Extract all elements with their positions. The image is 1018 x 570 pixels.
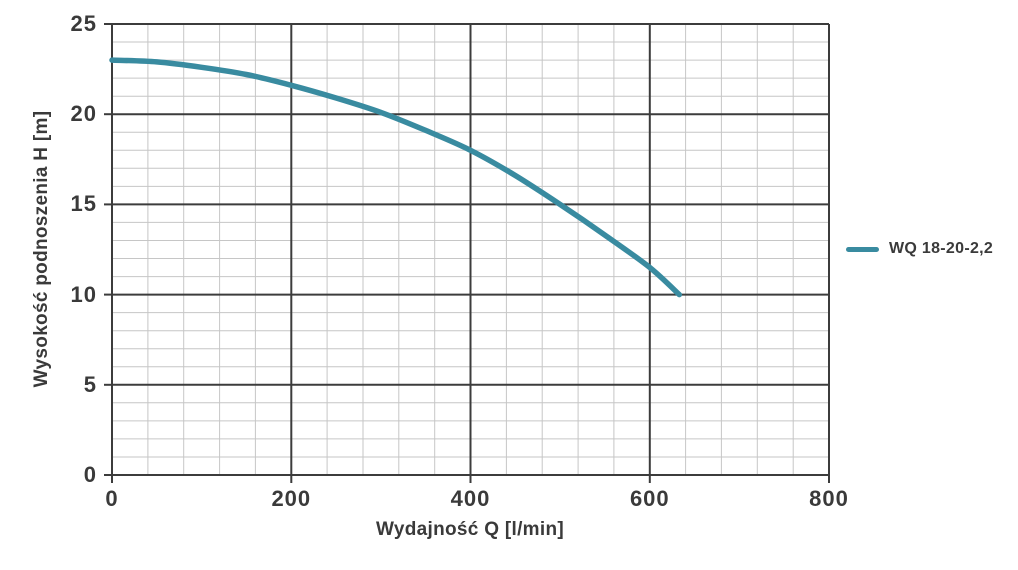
y-tick-label: 20 <box>70 101 97 127</box>
legend: WQ 18-20-2,2 <box>846 240 993 258</box>
y-tick-label: 25 <box>70 11 97 36</box>
x-axis-title: Wydajność Q [l/min] <box>376 519 564 540</box>
pump-curve <box>109 57 683 298</box>
y-axis-title: Wysokość podnoszenia H [m] <box>31 110 52 388</box>
legend-series-label: WQ 18-20-2,2 <box>889 240 994 257</box>
y-tick-label: 5 <box>83 371 97 397</box>
x-tick-label: 0 <box>105 486 119 511</box>
x-tick-label: 600 <box>629 486 670 511</box>
y-tick-label: 10 <box>70 281 97 307</box>
x-tick-label: 400 <box>450 486 491 511</box>
legend-line-swatch <box>846 246 879 252</box>
y-tick-label: 0 <box>83 462 97 487</box>
x-tick-label: 800 <box>809 486 849 511</box>
x-tick-label: 200 <box>271 486 312 511</box>
y-tick-label: 15 <box>70 191 97 217</box>
